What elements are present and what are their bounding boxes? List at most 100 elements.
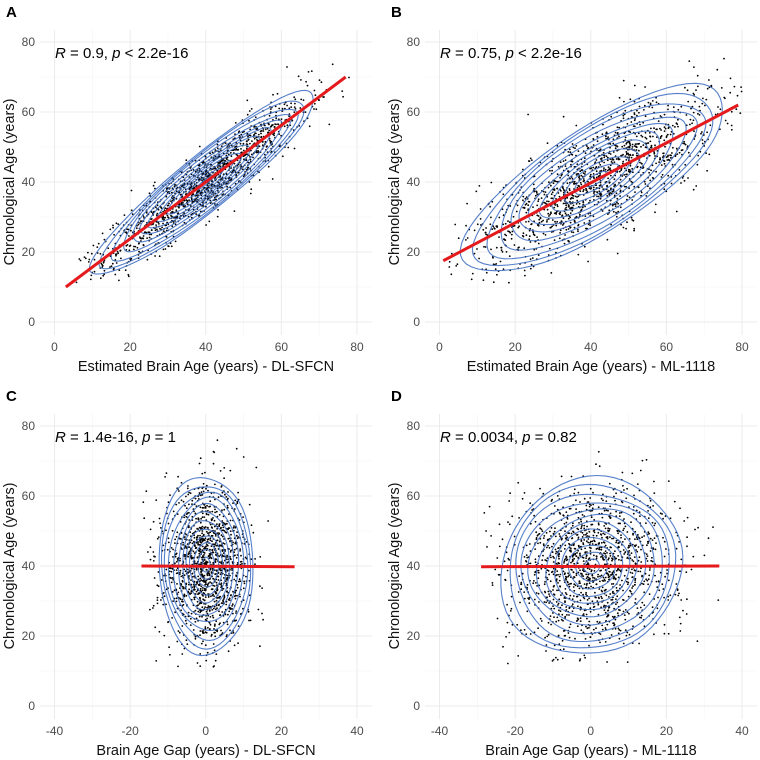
data-point — [578, 177, 581, 180]
x-tick-label: 0 — [202, 724, 209, 738]
data-point — [491, 200, 494, 203]
data-point — [215, 592, 218, 594]
density-contour — [110, 108, 299, 262]
data-point — [202, 595, 205, 597]
data-point — [199, 630, 202, 632]
data-point — [498, 523, 501, 526]
data-point — [456, 263, 459, 266]
data-point — [191, 499, 194, 502]
data-point — [341, 90, 344, 92]
data-point — [617, 210, 620, 213]
data-point — [198, 214, 201, 217]
data-point — [654, 522, 657, 525]
data-point — [465, 239, 467, 241]
data-point — [502, 193, 505, 196]
x-tick-label: -40 — [431, 724, 449, 738]
data-point — [635, 509, 638, 512]
data-point — [558, 195, 561, 198]
data-point — [249, 619, 252, 622]
data-point — [632, 585, 634, 588]
data-point — [564, 165, 567, 168]
data-point — [630, 156, 633, 159]
data-point — [256, 139, 258, 141]
data-point — [574, 195, 577, 198]
data-point — [288, 107, 291, 110]
data-point — [584, 173, 586, 175]
data-point — [233, 162, 236, 165]
data-point — [570, 547, 572, 550]
data-point — [663, 130, 666, 133]
data-point — [654, 203, 657, 206]
data-point — [220, 629, 222, 632]
data-point — [693, 130, 695, 133]
data-point — [157, 536, 160, 538]
data-point — [698, 114, 701, 116]
data-point — [719, 128, 721, 131]
data-point — [286, 124, 289, 127]
data-point — [653, 598, 656, 600]
data-point — [221, 159, 224, 162]
data-point — [583, 157, 586, 160]
data-point — [204, 596, 207, 598]
data-point — [156, 602, 159, 605]
data-point — [509, 231, 512, 234]
data-point — [637, 534, 639, 536]
data-point — [214, 558, 217, 560]
data-point — [268, 123, 270, 126]
data-point — [571, 206, 574, 209]
data-point — [593, 554, 595, 557]
data-point — [581, 169, 584, 171]
data-point — [552, 585, 555, 588]
data-point — [705, 98, 708, 101]
data-point — [450, 252, 453, 255]
data-point — [701, 142, 704, 145]
data-point — [618, 170, 621, 173]
density-contour — [160, 486, 252, 650]
data-point — [185, 582, 188, 585]
data-point — [226, 570, 229, 572]
data-point — [660, 135, 662, 138]
data-point — [226, 634, 228, 636]
data-point — [209, 199, 212, 202]
data-point — [610, 161, 613, 163]
data-point — [683, 140, 686, 143]
data-point — [216, 166, 219, 169]
data-point — [114, 273, 117, 276]
data-point — [202, 534, 205, 537]
data-point — [168, 202, 170, 205]
data-point — [619, 189, 622, 192]
data-point — [207, 555, 210, 558]
data-point — [213, 167, 216, 170]
data-point — [609, 143, 612, 145]
data-point — [174, 611, 177, 614]
data-point — [671, 163, 674, 166]
data-point — [190, 216, 193, 219]
data-point — [228, 606, 231, 609]
data-point — [631, 143, 634, 146]
data-point — [112, 224, 114, 227]
data-point — [170, 581, 173, 584]
data-point — [632, 171, 634, 174]
data-point — [637, 559, 640, 562]
density-contour — [500, 111, 698, 251]
data-point — [681, 177, 684, 179]
data-point — [273, 126, 276, 128]
data-point — [575, 124, 578, 127]
data-point — [522, 199, 524, 202]
data-point — [689, 118, 692, 121]
data-point — [613, 161, 616, 164]
data-point — [632, 219, 635, 222]
data-point — [205, 579, 207, 582]
data-point — [233, 578, 236, 581]
data-point — [209, 581, 212, 584]
data-point — [599, 164, 602, 166]
density-contour — [188, 535, 224, 596]
data-point — [706, 169, 708, 172]
data-point — [563, 548, 566, 550]
x-tick-label: 40 — [735, 724, 749, 738]
data-point — [188, 199, 191, 202]
data-point — [667, 599, 670, 601]
data-point — [523, 591, 526, 593]
data-point — [652, 505, 654, 507]
data-point — [209, 152, 212, 155]
